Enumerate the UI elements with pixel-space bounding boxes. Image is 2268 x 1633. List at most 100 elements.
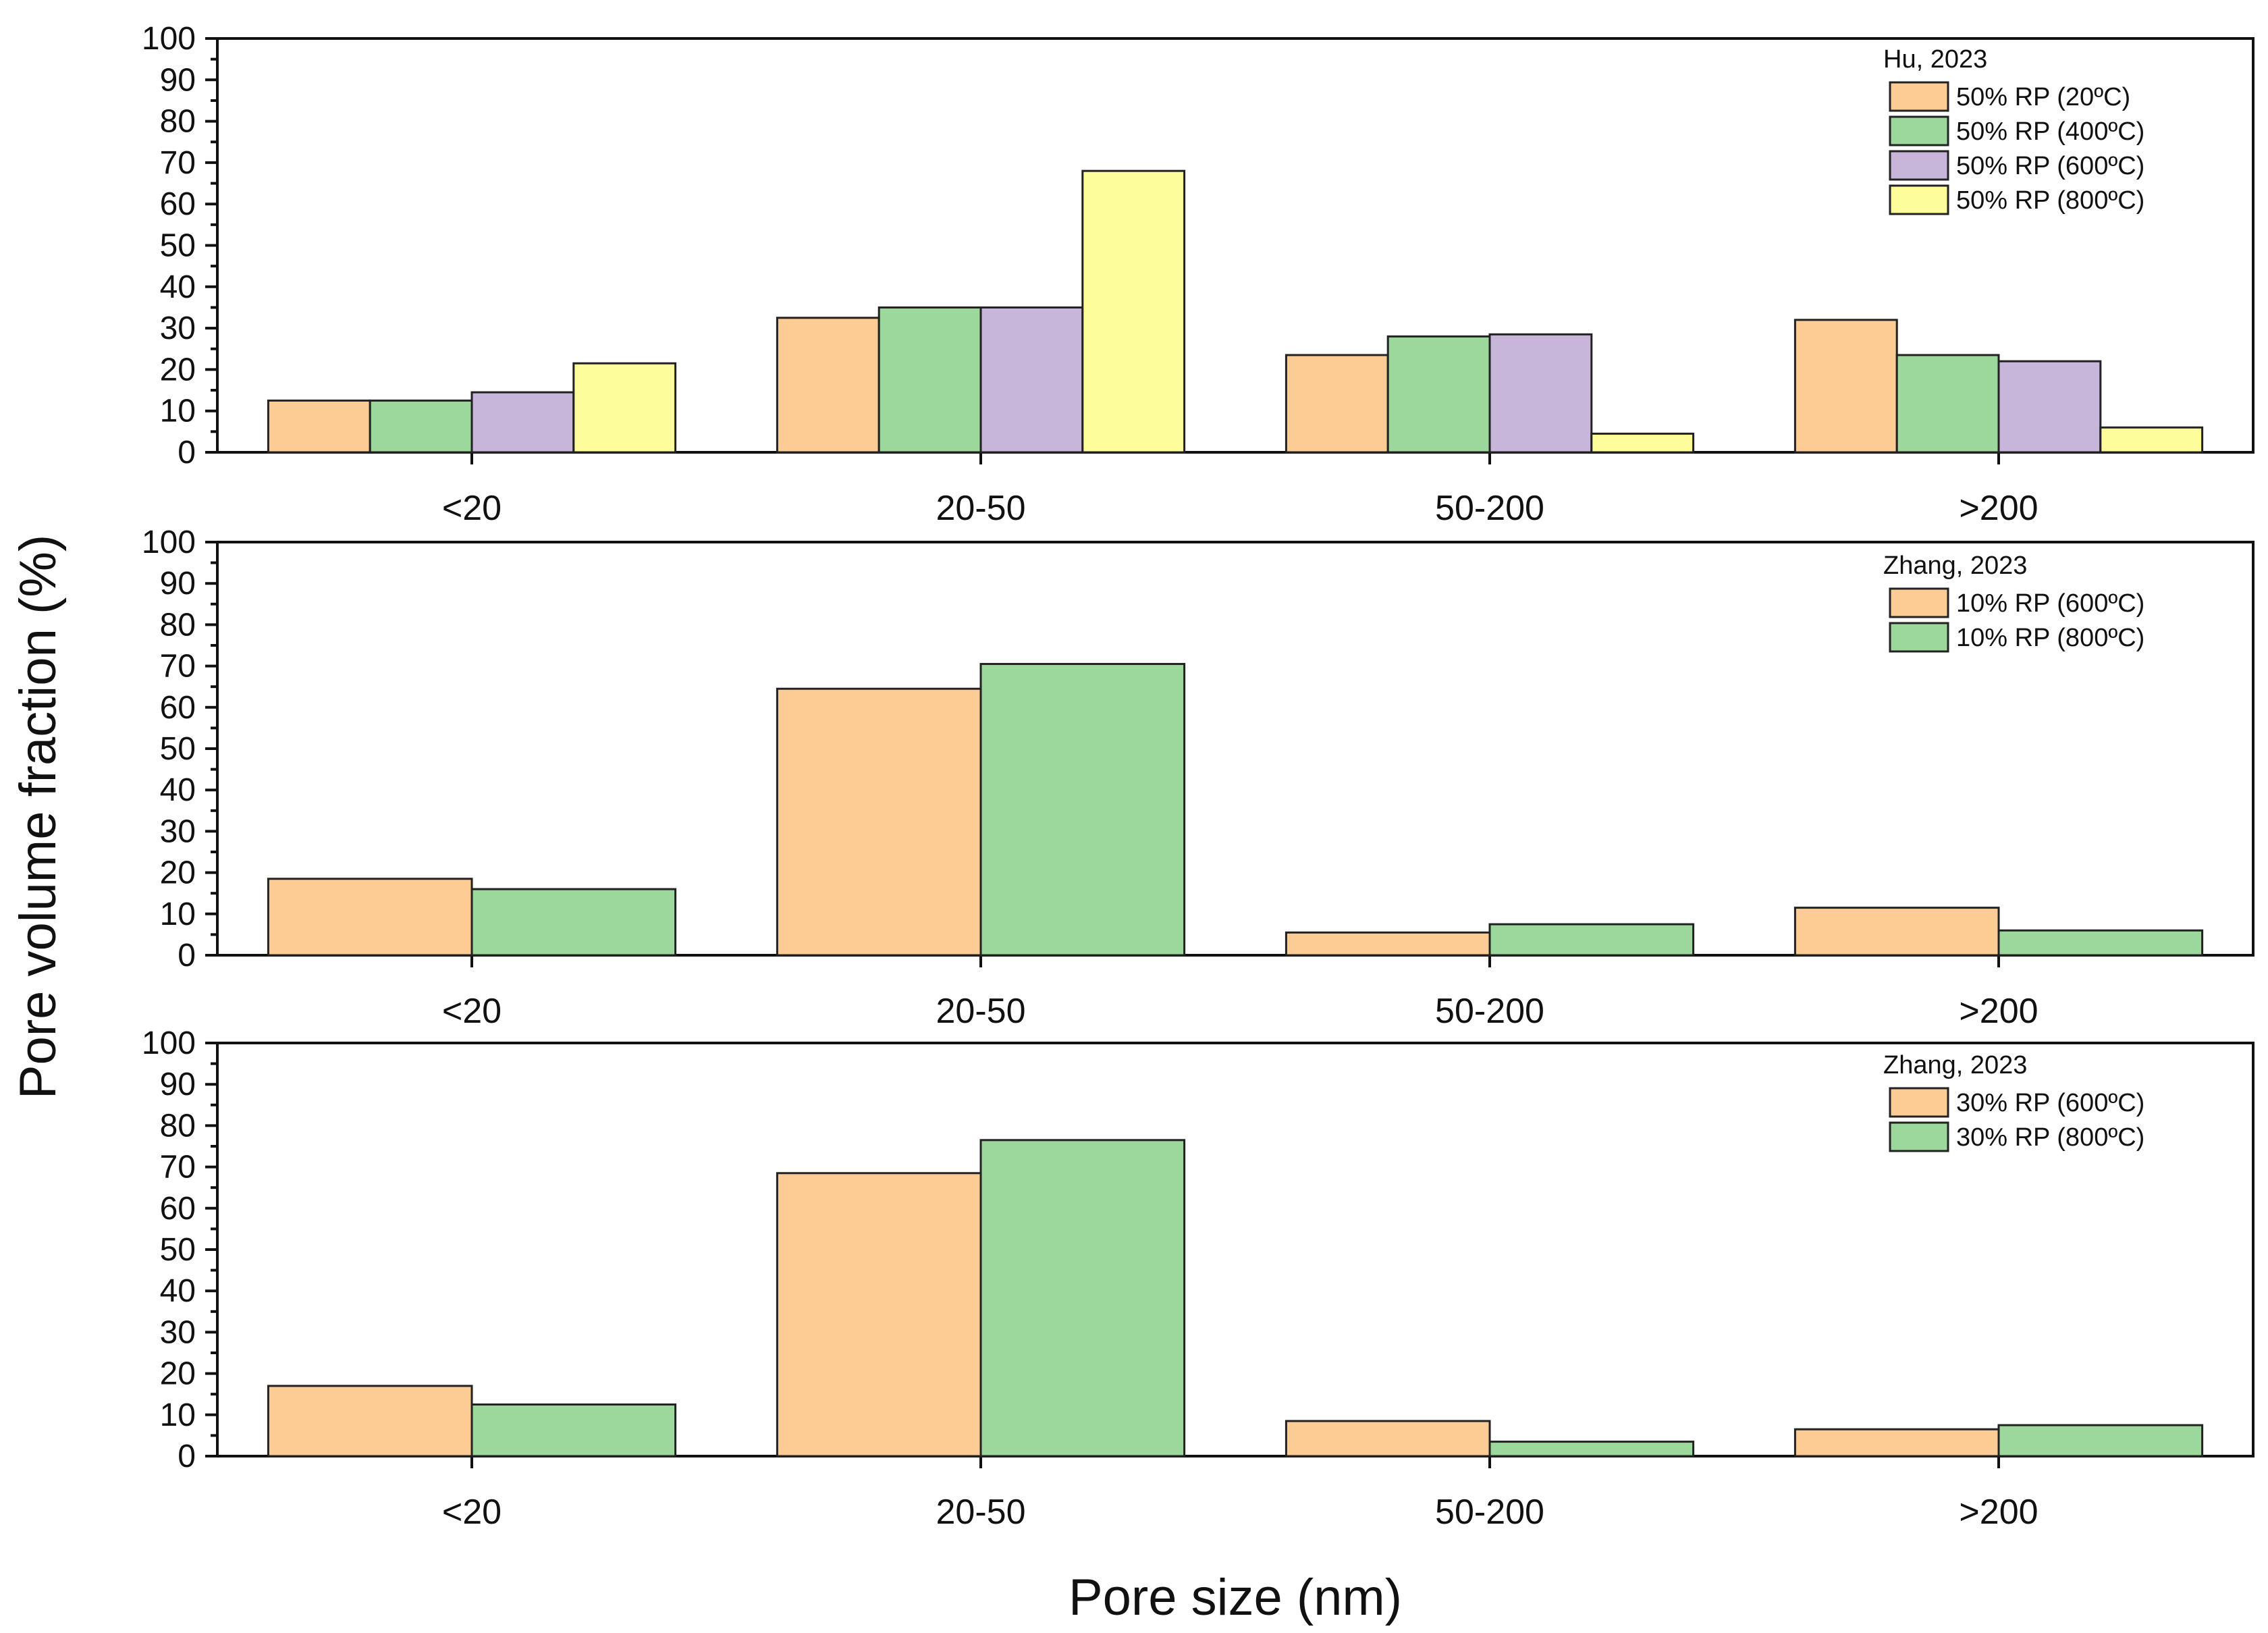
bar-10-rp-600-c--4 <box>1793 907 2000 957</box>
y-tick-label: 30 <box>160 813 196 849</box>
x-category-label: 20-50 <box>936 1493 1026 1532</box>
x-category-label: 20-50 <box>936 489 1026 528</box>
bar-50-rp-600-c--1 <box>470 391 575 454</box>
chart-panel-3: 0 10 20 30 40 50 60 70 80 90 100 <20 20-50 50-200 >200… <box>142 1025 2254 1532</box>
bar-30-rp-800-c--4 <box>1997 1424 2204 1457</box>
bar-50-rp-800-c--2 <box>1081 169 1186 454</box>
y-tick-label: 10 <box>160 896 196 932</box>
chart-panel-1: 0 10 20 30 40 50 60 70 80 90 100 <20 20-50 50-200 >200… <box>142 21 2254 528</box>
x-category-label: 50-200 <box>1435 489 1544 528</box>
x-category-label: >200 <box>1959 1493 2038 1532</box>
legend-title: Zhang, 2023 <box>1883 1051 2027 1079</box>
x-category-label: >200 <box>1959 992 2038 1031</box>
bar-50-rp-20-c--3 <box>1285 354 1389 454</box>
y-tick-label: 50 <box>160 731 196 767</box>
bar-50-rp-800-c--4 <box>2099 426 2204 454</box>
legend-swatch <box>1889 1121 1949 1152</box>
y-tick-label: 70 <box>160 1150 196 1185</box>
bar-10-rp-800-c--1 <box>470 888 677 957</box>
y-tick-label: 20 <box>160 352 196 387</box>
legend-label: 50% RP (20ºC) <box>1956 83 2130 111</box>
legend-title: Hu, 2023 <box>1883 45 1987 74</box>
y-tick-label: 70 <box>160 145 196 181</box>
bar-50-rp-400-c--3 <box>1386 335 1491 454</box>
legend-label: 10% RP (800ºC) <box>1956 624 2144 652</box>
y-tick-label: 90 <box>160 1067 196 1102</box>
bar-50-rp-600-c--3 <box>1488 333 1593 454</box>
bar-50-rp-20-c--4 <box>1793 319 1898 454</box>
bar-50-rp-800-c--3 <box>1590 432 1695 454</box>
x-category-label: 50-200 <box>1435 1493 1544 1532</box>
y-tick-label: 50 <box>160 228 196 264</box>
y-tick-label: 30 <box>160 311 196 346</box>
y-tick-label: 90 <box>160 566 196 601</box>
legend-swatch <box>1889 81 1949 112</box>
y-tick-label: 20 <box>160 855 196 891</box>
bar-50-rp-800-c--1 <box>572 362 677 454</box>
bar-30-rp-600-c--4 <box>1793 1428 2000 1457</box>
x-category-label: <20 <box>442 992 502 1031</box>
bar-50-rp-600-c--2 <box>979 306 1084 454</box>
y-tick-label: 80 <box>160 104 196 140</box>
legend-label: 50% RP (400ºC) <box>1956 117 2144 146</box>
bar-10-rp-600-c--1 <box>267 878 473 957</box>
bar-30-rp-600-c--1 <box>267 1385 473 1457</box>
y-tick-label: 40 <box>160 772 196 808</box>
y-tick-label: 50 <box>160 1232 196 1268</box>
bar-30-rp-600-c--2 <box>776 1172 982 1457</box>
x-category-label: 50-200 <box>1435 992 1544 1031</box>
legend-label: 50% RP (600ºC) <box>1956 152 2144 180</box>
bar-50-rp-600-c--4 <box>1997 360 2102 454</box>
y-tick-label: 40 <box>160 269 196 305</box>
y-tick-label: 60 <box>160 186 196 222</box>
legend-swatch <box>1889 587 1949 618</box>
legend-swatch <box>1889 1087 1949 1118</box>
x-category-label: 20-50 <box>936 992 1026 1031</box>
bar-50-rp-400-c--1 <box>369 399 473 454</box>
y-tick-label: 0 <box>178 938 196 973</box>
y-tick-label: 20 <box>160 1356 196 1392</box>
bar-10-rp-800-c--2 <box>979 663 1186 957</box>
legend-title: Zhang, 2023 <box>1883 552 2027 580</box>
legend-label: 10% RP (600ºC) <box>1956 589 2144 618</box>
bar-30-rp-800-c--1 <box>470 1403 677 1457</box>
bar-30-rp-800-c--2 <box>979 1139 1186 1457</box>
y-tick-label: 0 <box>178 1439 196 1474</box>
y-tick-label: 40 <box>160 1273 196 1309</box>
legend-swatch <box>1889 115 1949 146</box>
bar-50-rp-20-c--1 <box>267 399 371 454</box>
chart-panel-2: 0 10 20 30 40 50 60 70 80 90 100 <20 20-50 50-200 >200… <box>142 525 2254 1031</box>
legend-swatch <box>1889 622 1949 653</box>
y-tick-label: 10 <box>160 394 196 429</box>
x-axis-title: Pore size (nm) <box>1069 1569 1402 1626</box>
bar-30-rp-600-c--3 <box>1285 1420 1491 1457</box>
y-tick-label: 30 <box>160 1314 196 1350</box>
legend-swatch <box>1889 150 1949 181</box>
legend-label: 30% RP (800ºC) <box>1956 1123 2144 1152</box>
y-tick-label: 80 <box>160 1108 196 1144</box>
bar-30-rp-800-c--3 <box>1488 1441 1695 1457</box>
bar-10-rp-800-c--4 <box>1997 929 2204 957</box>
y-tick-label: 0 <box>178 435 196 471</box>
bar-50-rp-20-c--2 <box>776 317 880 454</box>
y-tick-label: 100 <box>142 525 196 560</box>
bar-10-rp-800-c--3 <box>1488 923 1695 957</box>
x-category-label: >200 <box>1959 489 2038 528</box>
bar-10-rp-600-c--3 <box>1285 931 1491 957</box>
legend-label: 30% RP (600ºC) <box>1956 1089 2144 1117</box>
x-category-label: <20 <box>442 489 502 528</box>
bar-10-rp-600-c--2 <box>776 687 982 957</box>
bar-50-rp-400-c--2 <box>878 306 982 454</box>
y-tick-label: 80 <box>160 607 196 643</box>
y-tick-label: 10 <box>160 1397 196 1433</box>
y-tick-label: 100 <box>142 21 196 57</box>
bar-50-rp-400-c--4 <box>1895 354 2000 454</box>
y-tick-label: 90 <box>160 62 196 98</box>
x-category-label: <20 <box>442 1493 502 1532</box>
y-tick-label: 100 <box>142 1025 196 1061</box>
legend-swatch <box>1889 184 1949 215</box>
y-tick-label: 70 <box>160 649 196 685</box>
y-tick-label: 60 <box>160 690 196 726</box>
